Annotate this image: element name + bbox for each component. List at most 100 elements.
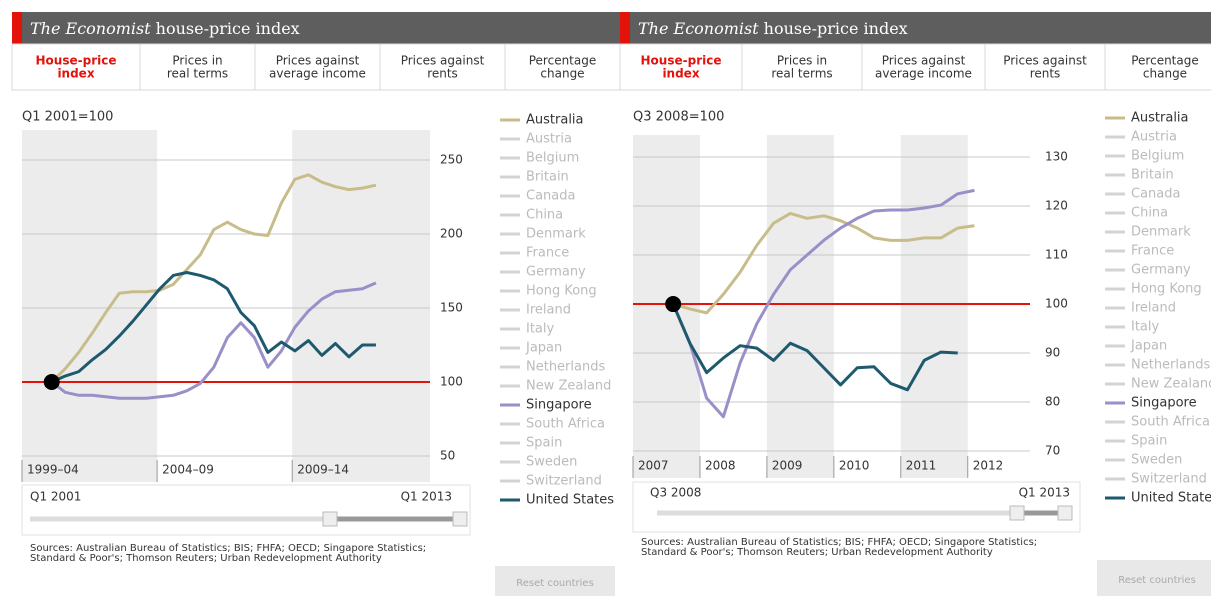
tab[interactable] <box>504 43 621 91</box>
x-tick-label: 2011 <box>906 459 937 473</box>
legend-label[interactable]: Denmark <box>1131 225 1191 240</box>
legend-label[interactable]: Switzerland <box>1131 472 1207 487</box>
legend-label[interactable]: New Zealand <box>1131 377 1211 392</box>
y-tick-label: 150 <box>440 300 463 314</box>
tab[interactable] <box>619 43 743 91</box>
slider-end: Q1 2013 <box>401 490 452 504</box>
legend-label[interactable]: Singapore <box>526 398 592 413</box>
legend-label[interactable]: Canada <box>1131 187 1180 202</box>
legend-label[interactable]: Ireland <box>526 303 571 318</box>
legend-label[interactable]: Canada <box>526 189 575 204</box>
legend-label[interactable]: Denmark <box>526 227 586 242</box>
legend-label[interactable]: Austria <box>1131 130 1177 145</box>
legend-label[interactable]: United States <box>1131 491 1211 506</box>
legend-label[interactable]: Germany <box>1131 263 1191 278</box>
legend-label[interactable]: Sweden <box>526 455 577 470</box>
legend-label[interactable]: Japan <box>525 341 562 356</box>
header-bar <box>12 12 620 44</box>
tab[interactable] <box>861 43 986 91</box>
y-tick-label: 80 <box>1045 395 1060 409</box>
legend-label[interactable]: Italy <box>526 322 555 337</box>
chart-subtitle: Q1 2001=100 <box>22 110 113 125</box>
legend-label[interactable]: France <box>1131 244 1174 259</box>
tab-label: Percentage <box>1131 54 1199 68</box>
tab-label: Percentage <box>529 54 597 68</box>
legend-label[interactable]: Sweden <box>1131 453 1182 468</box>
y-tick-label: 250 <box>440 153 463 167</box>
slider-handle[interactable] <box>1009 505 1025 521</box>
tab-label: average income <box>269 67 366 81</box>
slider-handle[interactable] <box>452 511 468 527</box>
slider-box <box>632 481 1081 533</box>
legend-label[interactable]: Japan <box>1130 339 1167 354</box>
x-band <box>22 130 158 482</box>
legend-label[interactable]: Australia <box>1131 111 1189 126</box>
tab[interactable] <box>379 43 506 91</box>
x-tick-label: 2007 <box>638 459 669 473</box>
slider-start: Q1 2001 <box>30 490 81 504</box>
slider-handle[interactable] <box>1057 505 1073 521</box>
legend-label[interactable]: Belgium <box>1131 149 1184 164</box>
legend-label[interactable]: Ireland <box>1131 301 1176 316</box>
title-italic: The Economist <box>638 19 759 38</box>
sources: Sources: Australian Bureau of Statistics… <box>641 537 1038 558</box>
legend-label[interactable]: Netherlands <box>526 360 605 375</box>
tab[interactable] <box>984 43 1106 91</box>
legend-label[interactable]: Switzerland <box>526 474 602 489</box>
tab-label: Prices against <box>276 54 360 68</box>
legend-label[interactable]: Belgium <box>526 151 579 166</box>
legend-label[interactable]: Hong Kong <box>526 284 597 299</box>
slider-end: Q1 2013 <box>1019 486 1070 500</box>
legend-label[interactable]: New Zealand <box>526 379 611 394</box>
x-tick-label: 2009 <box>772 459 803 473</box>
legend-label[interactable]: Britain <box>1131 168 1174 183</box>
y-tick-label: 100 <box>440 374 463 388</box>
tab[interactable] <box>1104 43 1211 91</box>
tab-label: change <box>1143 67 1187 81</box>
x-tick-label: 2008 <box>705 459 736 473</box>
reset-button[interactable] <box>1097 560 1211 596</box>
legend-label[interactable]: South Africa <box>526 417 605 432</box>
tab-label: real terms <box>771 67 832 81</box>
tab-label: rents <box>1030 67 1061 81</box>
legend-label[interactable]: Netherlands <box>1131 358 1210 373</box>
legend-label[interactable]: China <box>526 208 563 223</box>
tab-label: rents <box>427 67 458 81</box>
tab-label: Prices against <box>882 54 966 68</box>
y-tick-label: 110 <box>1045 248 1068 262</box>
tab-label: average income <box>875 67 972 81</box>
legend-label[interactable]: China <box>1131 206 1168 221</box>
x-band <box>900 135 968 478</box>
tab-label: Prices in <box>777 54 827 68</box>
y-tick-label: 120 <box>1045 199 1068 213</box>
legend-label[interactable]: Hong Kong <box>1131 282 1202 297</box>
legend-label[interactable]: United States <box>526 493 614 508</box>
legend-label[interactable]: Spain <box>1131 434 1167 449</box>
series-line <box>50 173 377 384</box>
tab[interactable] <box>11 43 141 91</box>
slider-start: Q3 2008 <box>650 486 701 500</box>
tab[interactable] <box>254 43 381 91</box>
tab-label: Prices against <box>401 54 485 68</box>
legend-label[interactable]: France <box>526 246 569 261</box>
legend-label[interactable]: Italy <box>1131 320 1160 335</box>
legend-label[interactable]: Spain <box>526 436 562 451</box>
legend-label[interactable]: Britain <box>526 170 569 185</box>
legend-label[interactable]: Singapore <box>1131 396 1197 411</box>
y-tick-label: 50 <box>440 448 455 462</box>
tab[interactable] <box>139 43 256 91</box>
legend-label[interactable]: Germany <box>526 265 586 280</box>
reset-button[interactable] <box>495 566 615 596</box>
legend-label[interactable]: South Africa <box>1131 415 1210 430</box>
x-tick-label: 2010 <box>839 459 870 473</box>
legend-label[interactable]: Austria <box>526 132 572 147</box>
legend-label[interactable]: Australia <box>526 113 584 128</box>
y-tick-label: 100 <box>1045 297 1068 311</box>
title-italic: The Economist <box>30 19 151 38</box>
slider-handle[interactable] <box>322 511 338 527</box>
title-rest: house-price index <box>156 19 300 38</box>
base-point <box>665 296 682 313</box>
base-point <box>43 373 60 390</box>
series-line <box>671 188 975 419</box>
